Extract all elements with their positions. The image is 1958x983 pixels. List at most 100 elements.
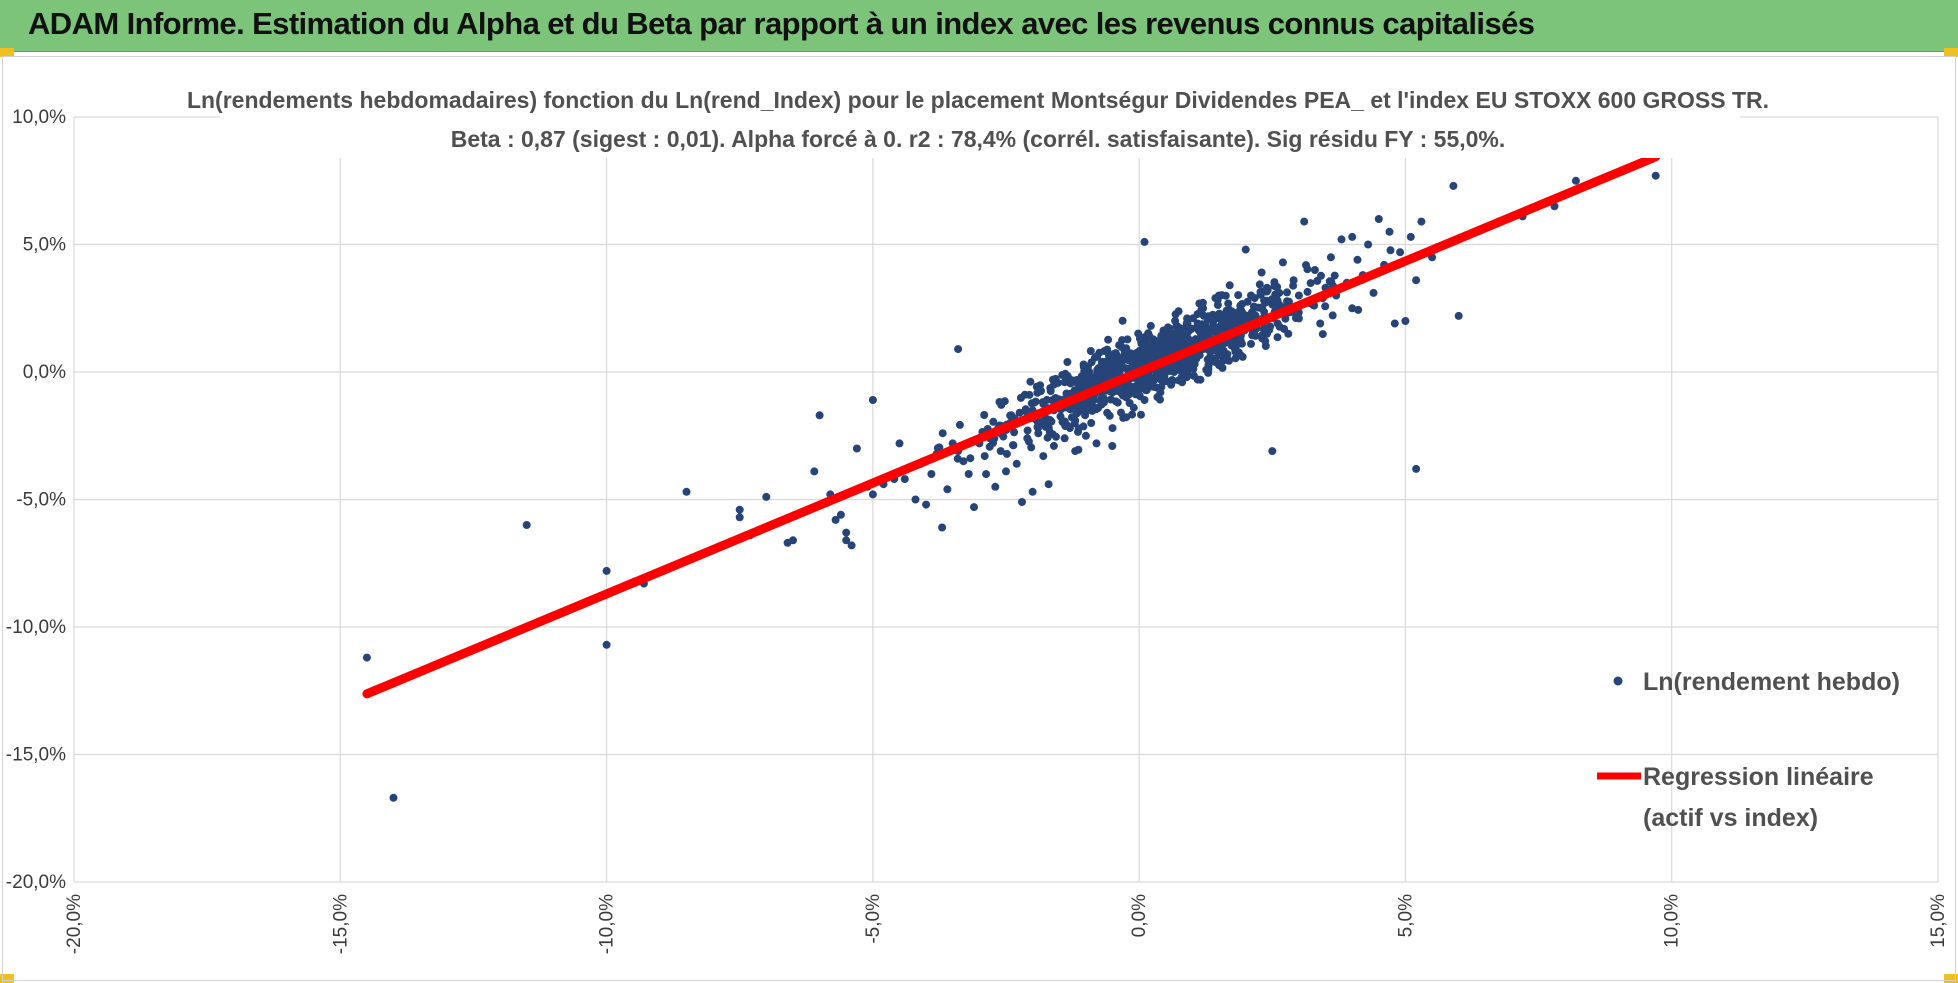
data-point: [1129, 403, 1138, 412]
chart-title-line2: Beta : 0,87 (sigest : 0,01). Alpha forcé…: [451, 126, 1506, 152]
data-point: [1220, 350, 1229, 359]
data-point: [1188, 337, 1197, 346]
data-point: [1273, 333, 1282, 342]
data-point: [1193, 375, 1202, 384]
data-point: [1412, 464, 1421, 473]
data-point: [1257, 304, 1266, 313]
data-point: [1042, 395, 1051, 404]
data-point: [831, 515, 840, 524]
data-point: [1051, 374, 1060, 383]
data-point: [922, 500, 931, 509]
x-tick-label: 15,0%: [1928, 894, 1949, 948]
data-point: [1337, 235, 1346, 244]
data-point: [1167, 380, 1176, 389]
data-point: [1165, 324, 1174, 333]
data-point: [1238, 339, 1246, 348]
data-point: [1023, 434, 1032, 443]
data-point: [1236, 301, 1245, 310]
corner-marker-bottom-right: [1944, 974, 1958, 983]
report-title: ADAM Informe. Estimation du Alpha et du …: [28, 6, 1535, 41]
data-point: [1209, 314, 1218, 323]
data-point: [1146, 321, 1155, 330]
data-point: [1140, 347, 1149, 356]
data-point: [1396, 248, 1405, 257]
data-point: [1076, 406, 1085, 415]
data-point: [1081, 431, 1090, 440]
data-point: [1151, 339, 1160, 348]
legend-label-regression-line1: Regression linéaire: [1643, 763, 1874, 791]
data-point: [1353, 255, 1362, 264]
data-point: [1002, 449, 1011, 458]
data-point: [1097, 357, 1106, 366]
x-axis-tick-labels: -20,0% -15,0% -10,0% -5,0% 0,0% 5,0% 10,0% 15,0…: [64, 894, 1949, 954]
data-point: [1033, 388, 1042, 397]
data-point: [1140, 396, 1149, 404]
data-point: [1142, 386, 1151, 395]
data-point: [522, 521, 531, 529]
data-point: [602, 566, 611, 575]
data-point: [1135, 383, 1144, 392]
data-point: [1156, 388, 1165, 397]
data-point: [1147, 351, 1156, 360]
data-point: [985, 442, 994, 451]
data-point: [1071, 447, 1080, 456]
data-point: [1300, 217, 1309, 226]
data-point: [1144, 329, 1153, 338]
data-point: [1386, 246, 1395, 255]
data-point: [1238, 352, 1247, 361]
data-point: [1255, 280, 1264, 289]
data-point: [1092, 404, 1101, 412]
data-point: [964, 470, 973, 478]
data-point: [1302, 261, 1310, 270]
data-point: [1283, 288, 1291, 297]
data-point: [1119, 413, 1128, 422]
data-point: [1071, 416, 1080, 425]
data-point: [1177, 342, 1186, 351]
data-point: [1215, 291, 1223, 300]
data-point: [1102, 364, 1111, 372]
data-point: [1161, 332, 1170, 341]
data-point: [1348, 304, 1357, 313]
data-point: [1241, 314, 1250, 323]
title-background: [220, 84, 1740, 158]
data-point: [1183, 314, 1192, 323]
data-point: [1328, 311, 1337, 320]
regression-line: [362, 152, 1661, 699]
y-tick-label: -10,0%: [6, 617, 66, 638]
scatter-points: [362, 171, 1660, 802]
data-point: [1093, 365, 1102, 374]
data-point: [1225, 281, 1234, 290]
data-point: [852, 444, 861, 453]
data-point: [1160, 377, 1169, 385]
data-point: [1032, 382, 1041, 391]
data-point: [1354, 305, 1363, 314]
data-point: [1018, 498, 1026, 506]
data-point: [1193, 310, 1202, 319]
data-point: [966, 454, 975, 463]
x-tick-label: 0,0%: [1129, 894, 1150, 937]
data-point: [735, 505, 744, 514]
data-point: [1108, 442, 1117, 450]
data-point: [868, 490, 877, 499]
data-point: [1224, 299, 1233, 308]
data-point: [1065, 424, 1074, 433]
data-point: [1247, 339, 1255, 348]
data-point: [1183, 329, 1192, 338]
data-point: [1306, 279, 1315, 288]
data-point: [1174, 307, 1183, 316]
data-point: [1100, 347, 1109, 355]
data-point: [1231, 345, 1239, 354]
chart-title-line1: Ln(rendements hebdomadaires) fonction du…: [187, 87, 1769, 113]
data-point: [1015, 408, 1024, 417]
x-tick-label: -15,0%: [330, 894, 351, 954]
data-point: [1103, 408, 1112, 417]
y-tick-label: 0,0%: [23, 362, 66, 383]
data-point: [1273, 319, 1282, 328]
corner-marker-top-right: [1944, 48, 1958, 57]
data-point: [996, 447, 1005, 456]
x-tick-label: -10,0%: [597, 894, 618, 954]
data-point: [1417, 217, 1426, 226]
data-point: [1063, 358, 1072, 366]
y-tick-label: -5,0%: [16, 490, 66, 511]
data-point: [1026, 377, 1035, 386]
